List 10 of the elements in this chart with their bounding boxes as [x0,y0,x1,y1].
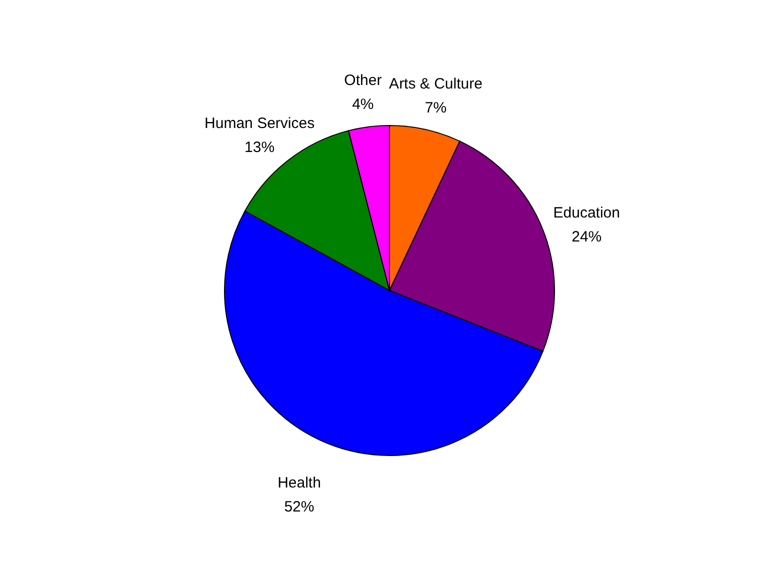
data-label: 4% [352,96,374,114]
slice-label: Arts & Culture [389,76,482,93]
data-label: 7% [424,100,447,117]
data-label: 24% [572,228,602,246]
data-label: 52% [284,498,314,516]
slice-label: Other [344,72,382,90]
slice-label: Human Services [204,114,315,132]
data-label: 13% [244,138,275,156]
slice-label: Health [278,474,321,492]
slice-label: Education [553,204,620,222]
